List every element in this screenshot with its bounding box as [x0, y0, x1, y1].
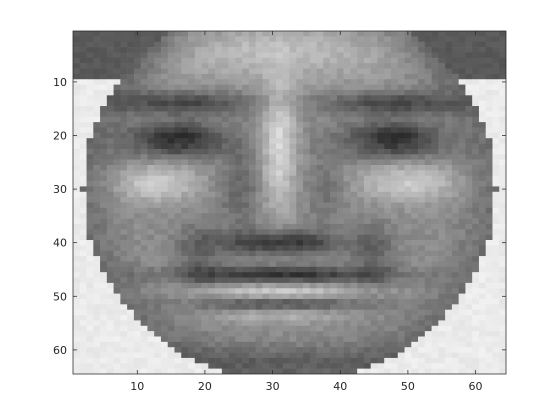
x-tick-label: 30	[266, 380, 280, 393]
x-tick-label: 40	[333, 380, 347, 393]
x-tick-label: 50	[401, 380, 415, 393]
face-image	[73, 31, 506, 374]
y-tick-label: 40	[53, 237, 67, 250]
y-tick-label: 60	[53, 344, 67, 357]
y-tick-label: 50	[53, 290, 67, 303]
x-tick-label: 60	[469, 380, 483, 393]
x-tick-label: 10	[130, 380, 144, 393]
x-tick-label: 20	[198, 380, 212, 393]
y-tick-label: 10	[53, 76, 67, 89]
y-tick-label: 20	[53, 130, 67, 143]
y-tick-label: 30	[53, 183, 67, 196]
